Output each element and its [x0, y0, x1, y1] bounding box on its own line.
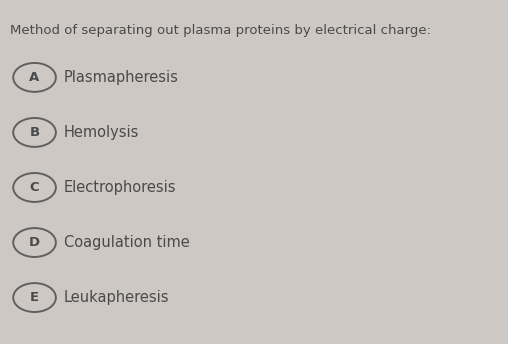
Text: C: C [30, 181, 39, 194]
Text: Method of separating out plasma proteins by electrical charge:: Method of separating out plasma proteins… [10, 24, 431, 37]
Circle shape [13, 173, 56, 202]
Circle shape [13, 283, 56, 312]
Text: E: E [30, 291, 39, 304]
Circle shape [13, 228, 56, 257]
Text: Electrophoresis: Electrophoresis [64, 180, 176, 195]
Text: A: A [29, 71, 40, 84]
Circle shape [13, 63, 56, 92]
Circle shape [13, 118, 56, 147]
Text: Hemolysis: Hemolysis [64, 125, 139, 140]
Text: B: B [29, 126, 40, 139]
Text: D: D [29, 236, 40, 249]
Text: Coagulation time: Coagulation time [64, 235, 189, 250]
Text: Plasmapheresis: Plasmapheresis [64, 70, 178, 85]
Text: Leukapheresis: Leukapheresis [64, 290, 169, 305]
